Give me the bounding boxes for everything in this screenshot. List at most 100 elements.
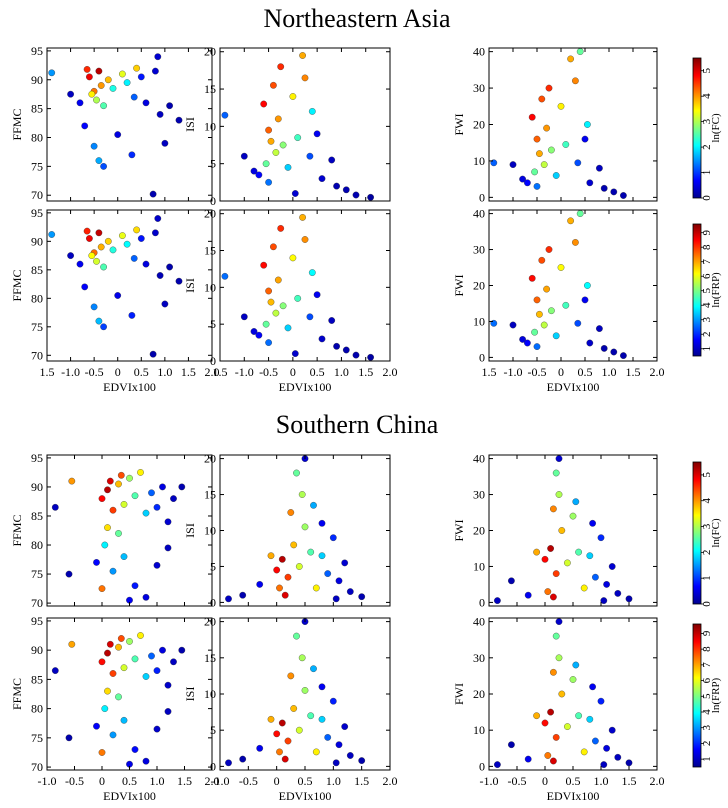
- data-point: [142, 673, 150, 680]
- data-point: [572, 77, 579, 85]
- colorbar-tick-label: 5: [701, 67, 713, 73]
- data-point: [109, 670, 117, 677]
- data-point: [608, 726, 616, 734]
- data-point: [100, 263, 107, 271]
- scatter-panel: -1.0 -0.5 0 0.5 1.0 1.5 2.0 0 10 20 30 40 FWI EDVIx10…: [452, 615, 665, 803]
- data-point: [547, 545, 554, 552]
- data-point: [293, 632, 300, 640]
- data-point: [267, 137, 275, 145]
- x-tick-label: 0: [99, 774, 105, 788]
- data-point: [341, 559, 349, 567]
- scatter-panel: 1.5 -1.0 -0.5 0 0.5 1.0 1.5 2.005101520ISIEDVIx…: [183, 207, 398, 394]
- data-point: [550, 668, 557, 676]
- data-point: [267, 715, 275, 723]
- colorbar-tick-label: 2: [701, 331, 713, 337]
- data-point: [51, 503, 59, 511]
- data-point: [133, 226, 140, 234]
- data-point: [240, 152, 248, 160]
- data-point: [580, 748, 588, 756]
- data-point: [555, 455, 563, 462]
- data-point: [575, 712, 582, 720]
- data-point: [544, 588, 552, 595]
- colorbar-tick-label: 1: [701, 170, 713, 176]
- data-point: [175, 116, 183, 124]
- scatter-panel: 0 5 10 15 20 ISI: [183, 452, 391, 609]
- x-tick-label: 0: [274, 774, 280, 788]
- data-point: [293, 469, 300, 477]
- colorbar-gradient: [692, 623, 702, 768]
- data-point: [81, 283, 89, 291]
- data-point: [48, 231, 56, 238]
- data-point: [115, 643, 122, 651]
- colorbar-tick-label: 7: [701, 258, 713, 264]
- y-tick-label: 20: [204, 45, 216, 59]
- data-point: [287, 672, 295, 680]
- y-tick-label: 75: [31, 567, 43, 581]
- data-point: [137, 235, 145, 242]
- colorbar-tick-label: 5: [701, 693, 713, 699]
- data-point: [51, 667, 59, 674]
- colorbar-tick-label: 5: [701, 472, 713, 478]
- y-tick-label: 0: [479, 350, 485, 364]
- y-tick-label: 85: [31, 263, 43, 277]
- data-point: [120, 664, 128, 672]
- data-point: [98, 658, 106, 666]
- y-tick-label: 15: [204, 651, 216, 665]
- data-point: [149, 350, 157, 358]
- y-tick-label: 5: [210, 317, 216, 331]
- data-point: [290, 705, 298, 712]
- data-point: [128, 151, 136, 159]
- x-tick-label: 1.0: [594, 774, 609, 788]
- data-point: [104, 687, 111, 695]
- data-point: [509, 321, 517, 329]
- data-point: [274, 276, 282, 284]
- data-point: [589, 683, 596, 691]
- data-point: [166, 263, 173, 271]
- colorbar: 1 2 3 4 5 6 7 8 9 ln(FRP): [692, 223, 722, 357]
- data-point: [68, 477, 76, 485]
- data-point: [524, 339, 531, 347]
- x-tick-label: 1.5: [40, 365, 55, 379]
- data-point: [548, 307, 555, 315]
- y-tick-label: 15: [204, 82, 216, 96]
- data-point: [600, 597, 608, 604]
- data-point: [541, 555, 549, 563]
- data-point: [620, 352, 627, 359]
- data-point: [104, 524, 111, 531]
- data-point: [284, 737, 292, 745]
- data-point: [335, 577, 343, 585]
- data-point: [131, 492, 139, 500]
- y-tick-label: 40: [473, 452, 485, 466]
- colorbar-tick-label: 3: [701, 118, 713, 124]
- data-point: [332, 595, 340, 603]
- data-point: [519, 336, 526, 343]
- y-tick-label: 0: [210, 354, 216, 368]
- data-point: [548, 146, 555, 154]
- plot-frame: [219, 209, 391, 362]
- y-tick-label: 70: [31, 188, 43, 202]
- data-point: [153, 561, 161, 569]
- data-point: [596, 325, 603, 332]
- data-point: [65, 734, 73, 742]
- data-point: [161, 139, 169, 147]
- colorbar-tick-label: 2: [701, 550, 713, 556]
- data-point: [178, 646, 186, 654]
- data-point: [274, 115, 282, 123]
- data-point: [562, 141, 570, 148]
- y-tick-label: 95: [31, 44, 43, 58]
- data-point: [533, 183, 541, 190]
- data-point: [278, 555, 286, 563]
- colorbar-tick-label: 4: [701, 709, 713, 715]
- data-point: [324, 734, 332, 741]
- y-tick-label: 30: [473, 651, 485, 665]
- scatter-panel: 1.5 -1.0 -0.5 0 0.5 1.0 1.5 2.0 70 75 80 85 90 95 FFMC…: [10, 206, 220, 394]
- data-point: [550, 593, 557, 601]
- data-point: [156, 111, 164, 118]
- data-point: [312, 748, 320, 756]
- data-point: [178, 483, 186, 491]
- data-point: [86, 73, 93, 81]
- data-point: [142, 593, 150, 601]
- scatter-panel: -1.0 -0.5 0 0.5 1.0 1.5 2.0 70 75 80 85 90 95 FFMC EDV…: [10, 614, 220, 803]
- scatter-panel: 1.5 -1.0 -0.5 0 0.5 1.0 1.5 2.0 0 10 20 30 40 FWI EDVI…: [452, 207, 665, 394]
